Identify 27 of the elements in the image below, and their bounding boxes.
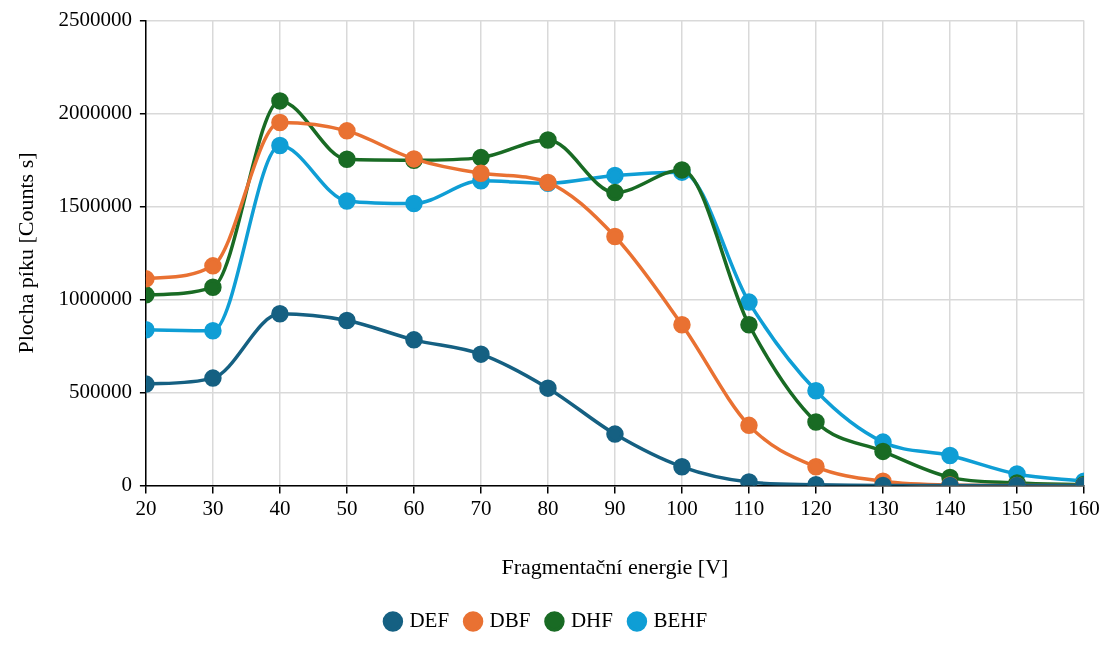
x-tick-label: 50 bbox=[336, 495, 358, 520]
x-tick-label: 70 bbox=[470, 495, 492, 520]
y-axis-title: Plocha píku [Counts s] bbox=[12, 152, 38, 354]
legend-label: DEF bbox=[409, 608, 450, 633]
y-tick-label: 1000000 bbox=[58, 286, 132, 310]
legend-label: DHF bbox=[570, 608, 613, 633]
x-tick-label: 120 bbox=[800, 495, 832, 520]
y-tick-label: 2000000 bbox=[58, 100, 132, 125]
y-tick-label: 2500000 bbox=[58, 7, 132, 32]
x-tick-label: 100 bbox=[666, 495, 698, 520]
x-tick-label: 60 bbox=[403, 495, 425, 520]
y-tick-label: 500000 bbox=[68, 378, 132, 403]
x-tick-label: 150 bbox=[1001, 495, 1033, 520]
x-tick-label: 140 bbox=[934, 495, 966, 520]
x-tick-label: 40 bbox=[269, 495, 291, 520]
x-tick-label: 90 bbox=[604, 495, 626, 520]
x-tick-label: 130 bbox=[867, 495, 899, 520]
x-tick-label: 20 bbox=[135, 495, 157, 520]
x-tick-label: 80 bbox=[537, 495, 559, 520]
legend-label: DBF bbox=[489, 608, 531, 633]
x-tick-label: 30 bbox=[202, 495, 224, 520]
legend-label: BEHF bbox=[653, 608, 708, 633]
y-tick-label: 1500000 bbox=[58, 193, 132, 218]
x-tick-label: 110 bbox=[733, 495, 765, 520]
x-axis-title: Fragmentační energie [V] bbox=[501, 553, 729, 579]
x-tick-label: 160 bbox=[1068, 495, 1100, 520]
y-tick-label: 0 bbox=[121, 471, 132, 496]
